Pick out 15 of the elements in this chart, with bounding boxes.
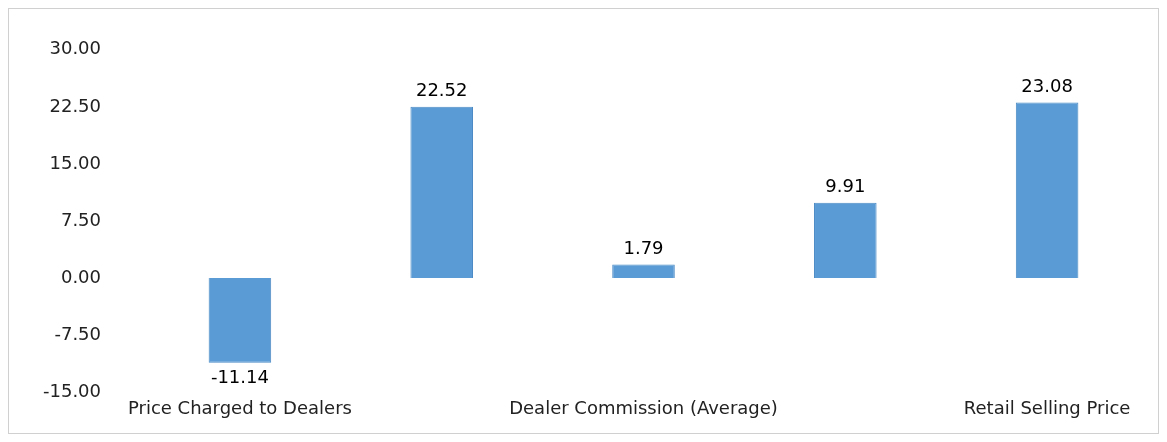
data-label: 9.91 [825, 175, 866, 197]
y-tick-label: 7.50 [60, 208, 102, 230]
y-tick-label: 30.00 [49, 37, 102, 59]
data-label: 23.08 [1021, 75, 1073, 97]
data-label: -11.14 [210, 365, 269, 387]
y-tick-label: -15.00 [42, 379, 102, 401]
data-label: 22.52 [415, 79, 468, 101]
x-tick-label: Price Charged to Dealers [127, 396, 352, 418]
y-tick-label: 15.00 [49, 151, 102, 173]
x-tick-label: Dealer Commission (Average) [509, 396, 778, 418]
x-tick-label: Retail Selling Price [963, 396, 1131, 418]
y-tick-label: 22.50 [49, 94, 102, 116]
y-tick-label: 0.00 [60, 265, 102, 287]
data-label: 1.79 [623, 237, 664, 259]
y-tick-label: -7.50 [54, 322, 102, 344]
